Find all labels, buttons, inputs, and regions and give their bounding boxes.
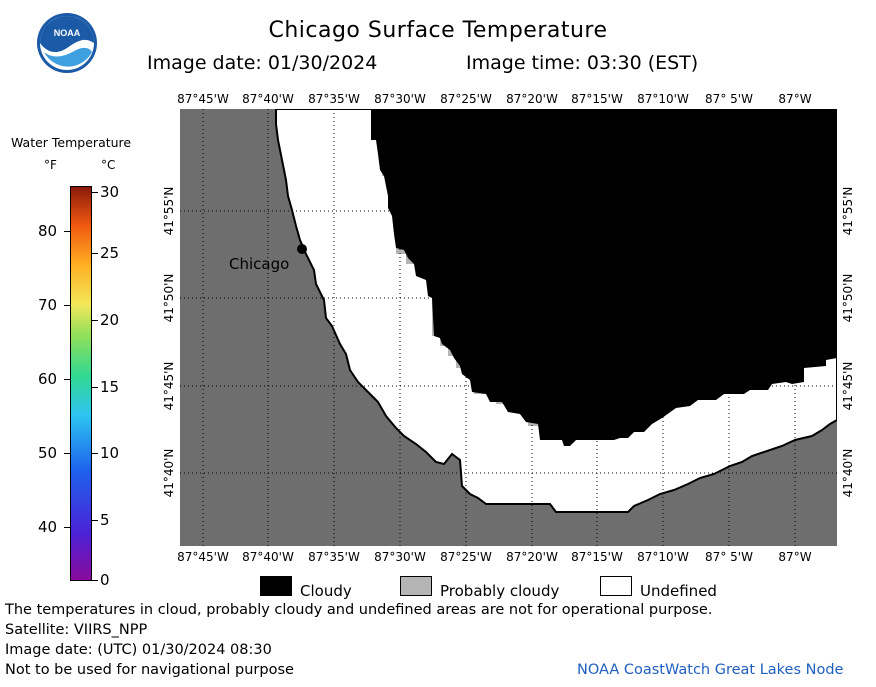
lat-label-left: 41°45'N	[162, 361, 176, 411]
noaa-logo-text: NOAA	[54, 28, 81, 38]
colorbar-c-tick: 15	[100, 378, 120, 396]
legend-label-undefined: Undefined	[640, 582, 717, 600]
colorbar-c-tick: 10	[100, 444, 120, 462]
colorbar-f-tick-mark	[64, 527, 70, 528]
lon-label-bottom: 87° 5'W	[705, 550, 753, 564]
lon-label-top: 87°30'W	[374, 92, 426, 106]
colorbar-c-tick-mark	[92, 387, 98, 388]
colorbar-f-tick-mark	[64, 379, 70, 380]
lon-label-top: 87°35'W	[308, 92, 360, 106]
colorbar	[70, 186, 92, 581]
noaa-logo: NOAA	[36, 12, 98, 74]
page-title: Chicago Surface Temperature	[268, 18, 608, 43]
legend-swatch-cloudy	[260, 576, 292, 596]
colorbar-c-tick: 0	[100, 571, 110, 589]
colorbar-f-tick: 50	[38, 444, 58, 462]
lat-label-right: 41°50'N	[841, 273, 855, 323]
lat-label-left: 41°50'N	[162, 273, 176, 323]
lon-label-bottom: 87°15'W	[571, 550, 623, 564]
colorbar-f-tick-mark	[64, 231, 70, 232]
colorbar-c-tick: 25	[100, 244, 120, 262]
colorbar-f-tick-mark	[64, 453, 70, 454]
lon-label-bottom: 87°40'W	[242, 550, 294, 564]
lon-label-bottom: 87°35'W	[308, 550, 360, 564]
lon-label-top: 87°25'W	[440, 92, 492, 106]
legend-swatch-probably-cloudy	[400, 576, 432, 596]
lon-label-top: 87°20'W	[506, 92, 558, 106]
lon-label-top: 87°15'W	[571, 92, 623, 106]
lat-label-right: 41°40'N	[841, 448, 855, 498]
lat-label-left: 41°40'N	[162, 448, 176, 498]
footer-nav-warning: Not to be used for navigational purpose	[5, 662, 294, 678]
lon-label-top: 87°10'W	[637, 92, 689, 106]
legend-swatch-undefined	[600, 576, 632, 596]
cloudy-area	[371, 109, 837, 446]
colorbar-c-tick: 30	[100, 183, 120, 201]
lon-label-bottom: 87°20'W	[506, 550, 558, 564]
colorbar-c-tick: 20	[100, 311, 120, 329]
lon-label-bottom: 87°45'W	[177, 550, 229, 564]
colorbar-f-tick: 60	[38, 370, 58, 388]
colorbar-f-tick: 70	[38, 296, 58, 314]
footer-note: The temperatures in cloud, probably clou…	[5, 602, 713, 618]
lat-label-left: 41°55'N	[162, 186, 176, 236]
chicago-label: Chicago	[229, 255, 289, 273]
colorbar-c-tick-mark	[92, 520, 98, 521]
colorbar-title: Water Temperature	[11, 135, 132, 150]
colorbar-c-tick-mark	[92, 320, 98, 321]
legend-label-cloudy: Cloudy	[300, 582, 352, 600]
lat-label-right: 41°55'N	[841, 186, 855, 236]
image-date: Image date: 01/30/2024	[147, 52, 378, 74]
lat-label-right: 41°45'N	[841, 361, 855, 411]
legend-label-probably-cloudy: Probably cloudy	[440, 582, 560, 600]
colorbar-c-tick-mark	[92, 192, 98, 193]
lon-label-top: 87°45'W	[177, 92, 229, 106]
colorbar-f-tick-mark	[64, 305, 70, 306]
colorbar-c-tick: 5	[100, 511, 110, 529]
colorbar-c-tick-mark	[92, 453, 98, 454]
lon-label-top: 87°W	[778, 92, 812, 106]
footer-utc-date: Image date: (UTC) 01/30/2024 08:30	[5, 642, 272, 658]
image-time: Image time: 03:30 (EST)	[466, 52, 699, 74]
lon-label-bottom: 87°25'W	[440, 550, 492, 564]
lon-label-top: 87° 5'W	[705, 92, 753, 106]
footer-satellite: Satellite: VIIRS_NPP	[5, 622, 148, 638]
colorbar-unit-c: °C	[101, 158, 116, 172]
graticule	[180, 109, 837, 546]
lon-label-bottom: 87°30'W	[374, 550, 426, 564]
colorbar-f-tick: 40	[38, 518, 58, 536]
map: Chicago	[180, 108, 838, 546]
lon-label-bottom: 87°W	[778, 550, 812, 564]
colorbar-c-tick-mark	[92, 253, 98, 254]
lon-label-bottom: 87°10'W	[637, 550, 689, 564]
colorbar-unit-f: °F	[44, 158, 57, 172]
footer-credit: NOAA CoastWatch Great Lakes Node	[577, 662, 844, 678]
lon-label-top: 87°40'W	[242, 92, 294, 106]
map-frame: Chicago	[180, 108, 838, 546]
colorbar-f-tick: 80	[38, 222, 58, 240]
colorbar-c-tick-mark	[92, 580, 98, 581]
chicago-marker	[297, 244, 307, 254]
